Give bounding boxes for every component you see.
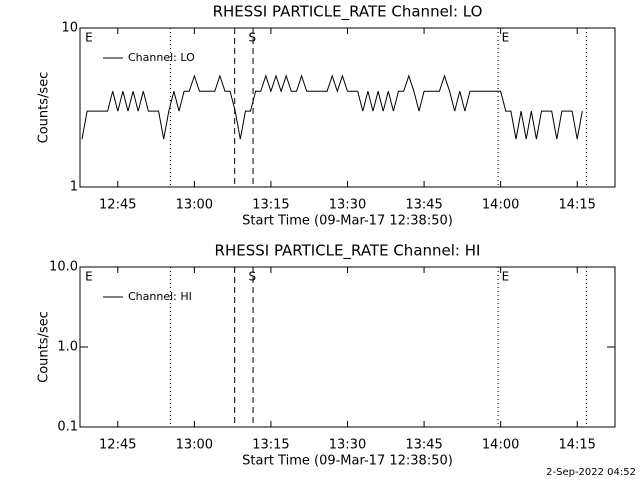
- x-axis-label: Start Time (09-Mar-17 12:38:50): [242, 454, 453, 469]
- x-tick-label: 13:15: [252, 438, 289, 453]
- y-tick-label: 1: [70, 180, 78, 195]
- x-tick-label: 13:30: [329, 438, 366, 453]
- y-tick-label: 0.1: [57, 420, 78, 435]
- chart-title: RHESSI PARTICLE_RATE Channel: LO: [213, 3, 483, 22]
- x-tick-label: 14:00: [482, 198, 519, 213]
- footer: 2-Sep-2022 04:52: [546, 467, 636, 478]
- x-tick-label: 14:15: [558, 198, 595, 213]
- annotation: S: [248, 31, 256, 45]
- x-tick-label: 13:00: [176, 438, 213, 453]
- y-tick-label: 10: [61, 21, 78, 36]
- x-tick-label: 13:45: [405, 198, 442, 213]
- annotation: E: [85, 270, 93, 284]
- data-line: [81, 74, 583, 140]
- x-tick-label: 14:15: [558, 438, 595, 453]
- x-tick-label: 12:45: [99, 438, 136, 453]
- chart-title: RHESSI PARTICLE_RATE Channel: HI: [215, 242, 481, 261]
- x-tick-label: 14:00: [482, 438, 519, 453]
- annotation: S: [248, 270, 256, 284]
- x-tick-label: 12:45: [99, 198, 136, 213]
- legend-label: Channel: LO: [128, 51, 195, 64]
- y-axis-label: Counts/sec: [37, 72, 52, 144]
- x-tick-label: 13:45: [405, 438, 442, 453]
- annotation: E: [502, 31, 510, 45]
- y-axis-label: Counts/sec: [37, 311, 52, 383]
- annotation: E: [85, 31, 93, 45]
- y-tick-label: 10.0: [49, 260, 78, 275]
- x-tick-label: 13:15: [252, 198, 289, 213]
- x-axis-label: Start Time (09-Mar-17 12:38:50): [242, 214, 453, 229]
- x-tick-label: 13:00: [176, 198, 213, 213]
- legend-label: Channel: HI: [128, 290, 192, 303]
- annotation: E: [502, 270, 510, 284]
- x-tick-label: 13:30: [329, 198, 366, 213]
- y-tick-label: 1.0: [57, 340, 78, 355]
